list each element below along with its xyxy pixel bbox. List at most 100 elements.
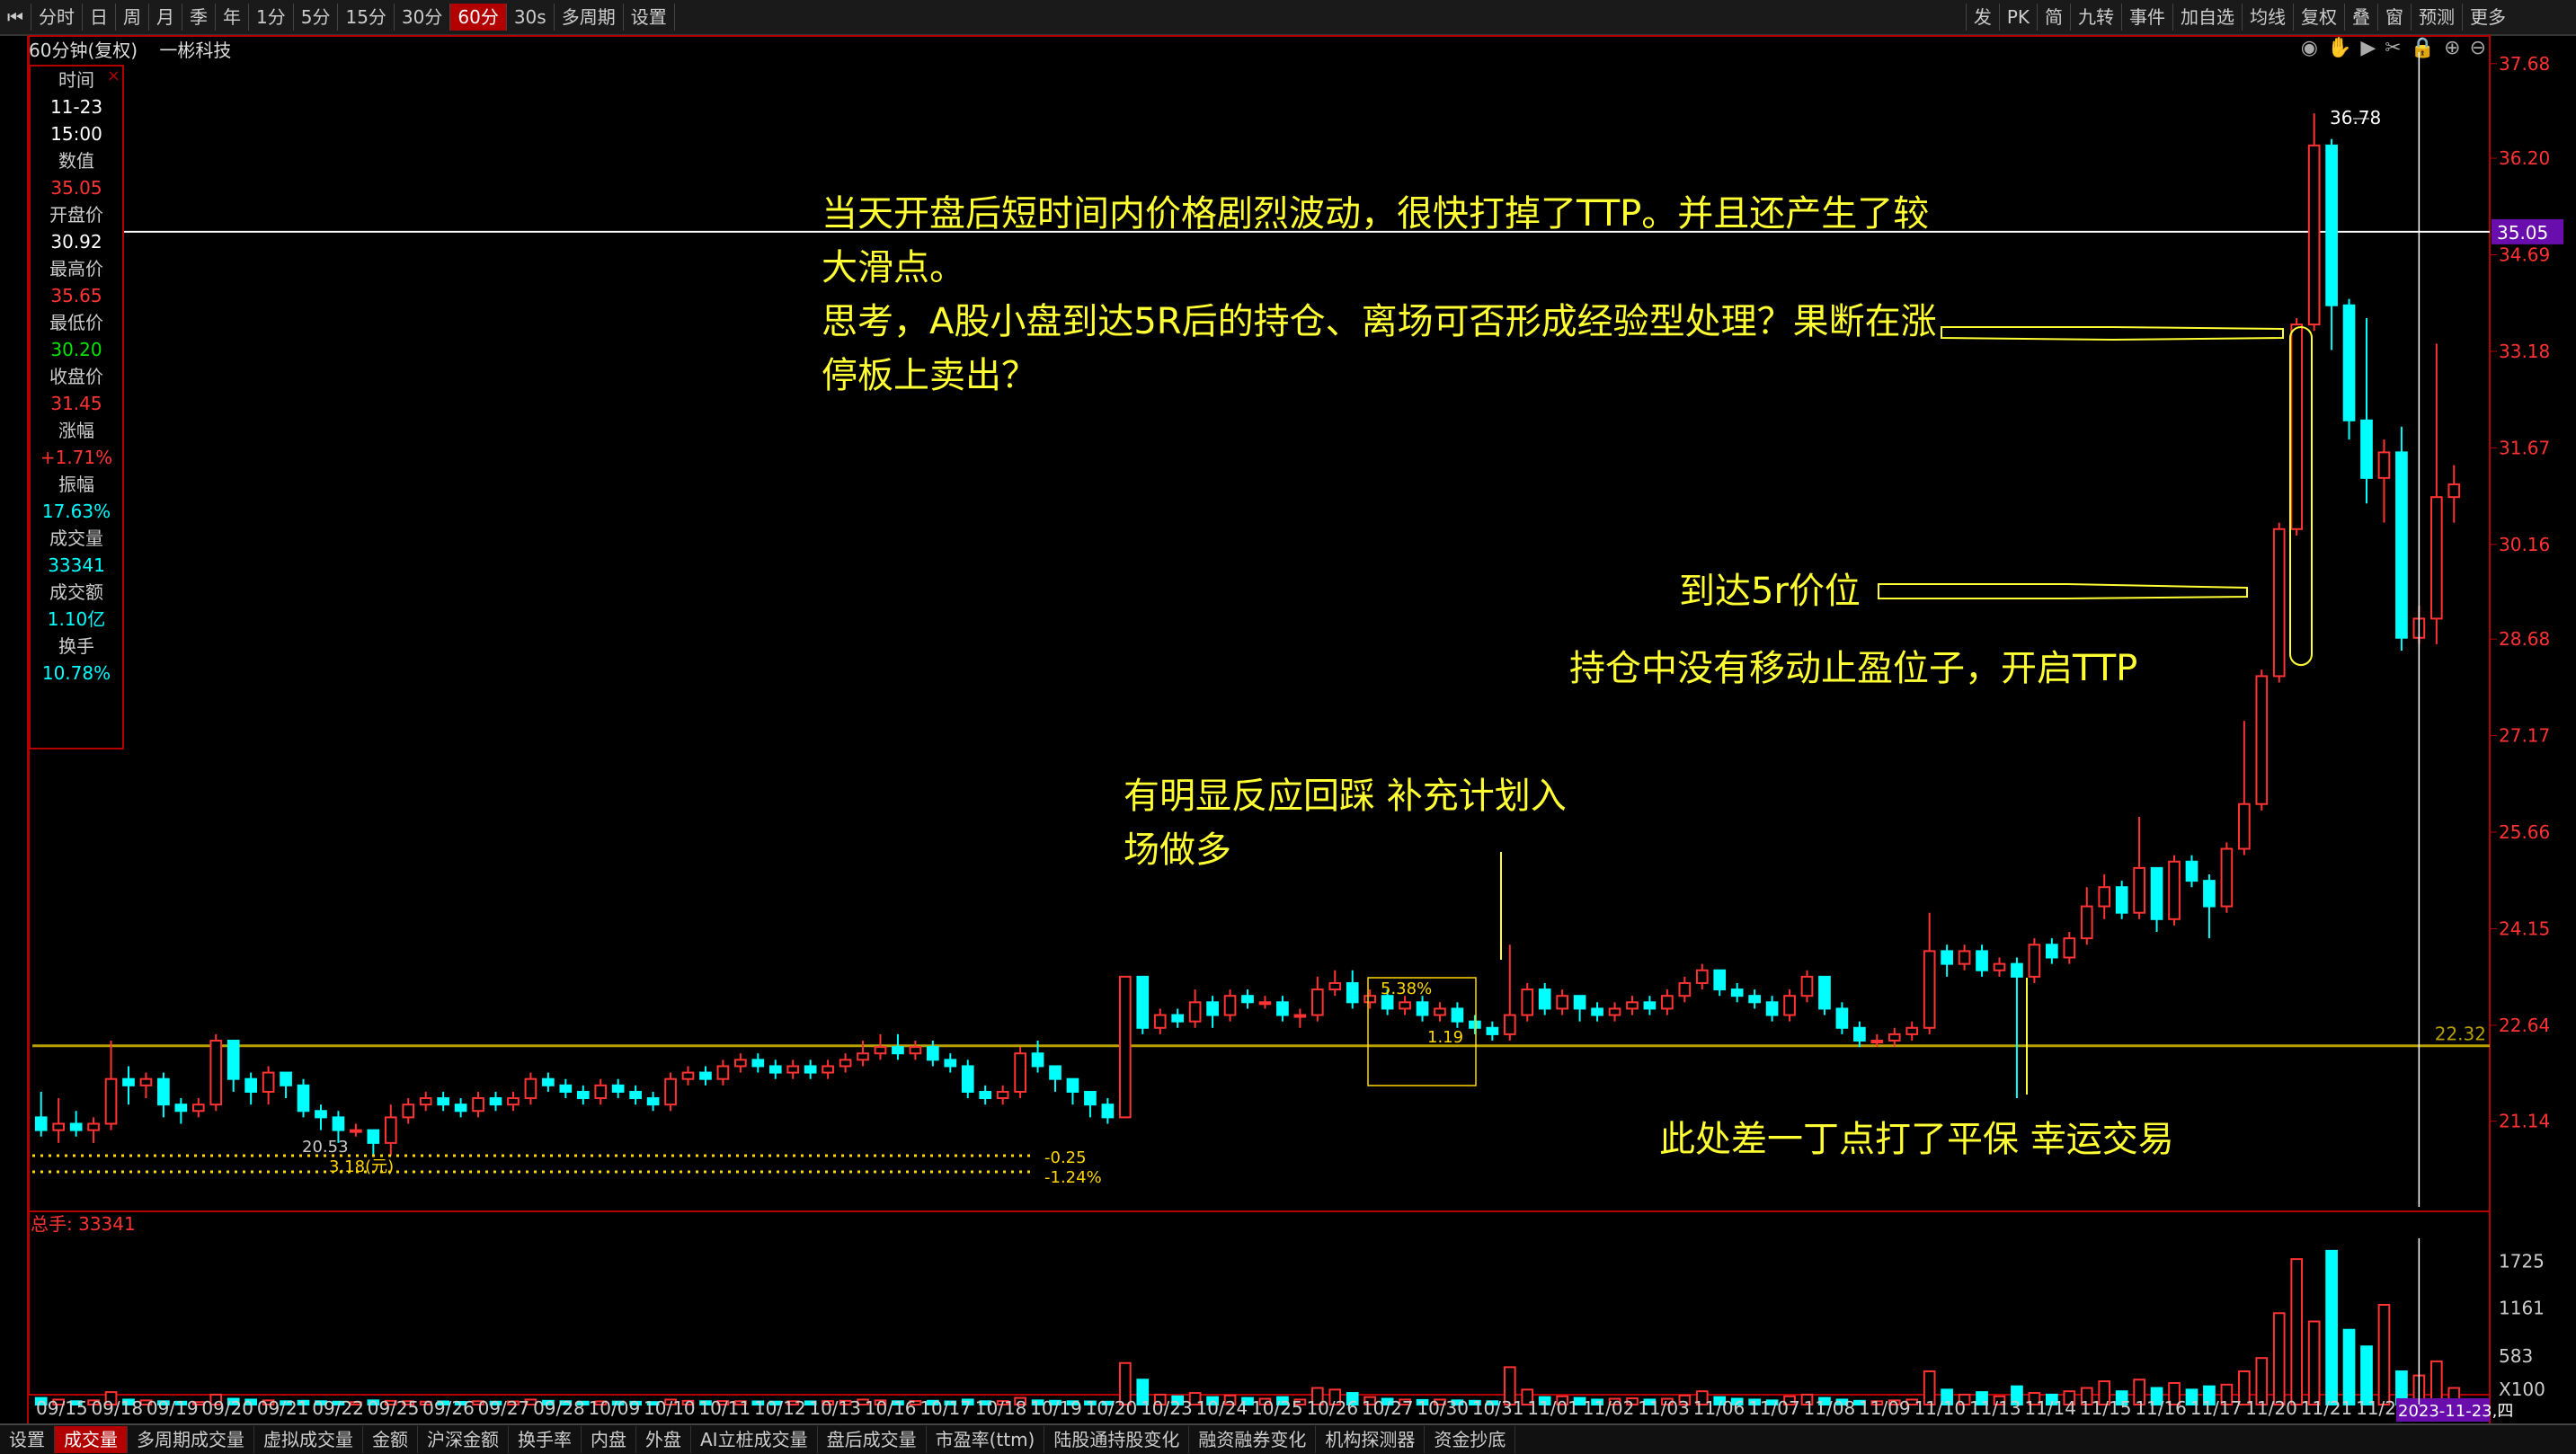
indicator-tab-2[interactable]: 多周期成交量 [128, 1426, 254, 1453]
volume-bar-91 [1626, 1397, 1639, 1405]
volume-bar-20 [384, 1399, 397, 1406]
zoom-out-icon[interactable]: ⊖ [2469, 37, 2486, 59]
eye-icon[interactable]: ◉ [2300, 37, 2318, 59]
candle-body-88 [1573, 995, 1586, 1010]
toolbar-right-item-2[interactable]: 简 [2037, 4, 2070, 31]
period-tab-0[interactable]: 分时 [31, 4, 83, 31]
stock-name: 一彬科技 [159, 40, 232, 61]
toolbar-right-item-11[interactable]: 更多 [2462, 4, 2513, 31]
indicator-tab-1[interactable]: 成交量 [55, 1426, 128, 1453]
toolbar-right-item-7[interactable]: 复权 [2293, 4, 2344, 31]
date-label-5: 09/22 [312, 1397, 364, 1419]
indicator-tab-3[interactable]: 虚拟成交量 [254, 1426, 363, 1453]
candle-body-26 [489, 1097, 502, 1106]
candle-body-124 [2203, 880, 2216, 908]
indicator-tab-9[interactable]: AI立桩成交量 [691, 1426, 818, 1453]
period-tab-2[interactable]: 周 [116, 4, 149, 31]
candle-body-104 [1853, 1026, 1866, 1042]
indicator-tab-5[interactable]: 沪深金额 [418, 1426, 509, 1453]
volume-bar-44 [804, 1400, 817, 1405]
change-label-1: -0.25 [1044, 1148, 1087, 1167]
toolbar-right-item-3[interactable]: 九转 [2070, 4, 2121, 31]
period-tab-1[interactable]: 日 [83, 4, 116, 31]
toolbar-right-item-4[interactable]: 事件 [2121, 4, 2172, 31]
volume-bar-89 [1591, 1398, 1603, 1405]
scissors-icon[interactable]: ✂ [2385, 37, 2402, 59]
indicator-tab-11[interactable]: 市盈率(ttm) [927, 1426, 1045, 1453]
kline-chart[interactable]: 37.68 36.20 34.69 33.18 31.67 30.16 28.68 27.17… [0, 34, 2576, 1423]
volume-bar-4 [104, 1391, 118, 1405]
period-tab-6[interactable]: 1分 [249, 4, 294, 31]
info-label-2: 数值 [58, 150, 94, 172]
play-icon[interactable]: ▶ [2360, 37, 2376, 59]
info-value-8: 17.63% [41, 501, 111, 522]
toolbar-right-item-8[interactable]: 叠 [2344, 4, 2377, 31]
close-icon[interactable]: × [106, 66, 120, 85]
toolbar-right-item-9[interactable]: 窗 [2377, 4, 2411, 31]
indicator-tab-7[interactable]: 内盘 [582, 1426, 636, 1453]
volume-bar-59 [1066, 1400, 1079, 1406]
period-tab-13[interactable]: 设置 [624, 4, 675, 31]
info-label-7: 涨幅 [58, 420, 94, 441]
indicator-tab-15[interactable]: 资金抄底 [1425, 1426, 1516, 1453]
indicator-tab-0[interactable]: 设置 [0, 1426, 55, 1453]
candle-body-115 [2046, 944, 2058, 959]
volume-bar-81 [1451, 1399, 1464, 1405]
candle-body-131 [2325, 144, 2338, 306]
indicator-tab-12[interactable]: 陆股通持股变化 [1044, 1426, 1190, 1453]
volume-bar-7 [157, 1400, 170, 1406]
period-tab-9[interactable]: 30分 [395, 4, 451, 31]
price-tick-1: 36.20 [2499, 147, 2550, 169]
candle-body-83 [1486, 1026, 1499, 1035]
volume-bar-93 [1661, 1397, 1674, 1406]
candle-body-120 [2133, 866, 2145, 914]
indicator-tab-10[interactable]: 盘后成交量 [818, 1426, 927, 1453]
toolbar-right-item-10[interactable]: 预测 [2411, 4, 2462, 31]
info-value-6: 31.45 [50, 393, 102, 414]
indicator-tab-6[interactable]: 换手率 [509, 1426, 582, 1453]
period-tab-5[interactable]: 年 [216, 4, 249, 31]
indicator-tabs: 设置 成交量 多周期成交量 虚拟成交量 金额 沪深金额 换手率 内盘 外盘 AI立桩成交量 盘后成交… [0, 1423, 2576, 1454]
volume-bar-124 [2203, 1385, 2216, 1406]
indicator-tab-4[interactable]: 金额 [363, 1426, 418, 1453]
volume-bar-113 [2011, 1385, 2023, 1406]
period-tab-10[interactable]: 60分 [450, 4, 507, 31]
volume-bar-115 [2046, 1393, 2058, 1406]
hand-icon[interactable]: ✋ [2326, 37, 2352, 59]
volume-bar-39 [716, 1400, 730, 1405]
volume-bar-123 [2185, 1388, 2198, 1405]
indicator-tab-8[interactable]: 外盘 [636, 1426, 691, 1453]
candle-body-71 [1276, 1001, 1289, 1016]
indicator-tab-14[interactable]: 机构探测器 [1316, 1426, 1426, 1453]
candle-body-20 [384, 1116, 397, 1144]
candle-body-66 [1188, 1001, 1202, 1023]
volume-bar-50 [909, 1400, 922, 1405]
date-label-9: 09/28 [533, 1397, 585, 1419]
candle-body-27 [507, 1097, 520, 1106]
lock-icon[interactable]: 🔒 [2410, 37, 2436, 59]
volume-bar-72 [1293, 1398, 1307, 1405]
volume-bar-132 [2342, 1328, 2356, 1405]
period-tab-11[interactable]: 30s [507, 4, 555, 31]
volume-bar-73 [1310, 1387, 1324, 1405]
toolbar-right-item-1[interactable]: PK [1998, 4, 2037, 31]
back-icon[interactable]: ⏮ [0, 4, 31, 31]
candle-body-9 [191, 1104, 205, 1113]
period-tab-12[interactable]: 多周期 [555, 4, 624, 31]
indicator-tab-13[interactable]: 融资融券变化 [1189, 1426, 1317, 1453]
period-tab-3[interactable]: 月 [149, 4, 182, 31]
volume-bar-25 [472, 1400, 484, 1406]
toolbar-right-item-5[interactable]: 加自选 [2172, 4, 2242, 31]
date-label-0: 09/15 [36, 1397, 88, 1419]
period-tab-7[interactable]: 5分 [294, 4, 339, 31]
toolbar-right-item-0[interactable]: 发 [1965, 4, 1999, 31]
toolbar-right-item-6[interactable]: 均线 [2242, 4, 2293, 31]
volume-bar-95 [1695, 1390, 1709, 1405]
period-tab-4[interactable]: 季 [182, 4, 216, 31]
info-value-3: 30.92 [50, 231, 102, 253]
period-tab-8[interactable]: 15分 [338, 4, 395, 31]
volume-bar-43 [786, 1400, 800, 1406]
zoom-in-icon[interactable]: ⊕ [2444, 37, 2461, 59]
candle-body-61 [1101, 1104, 1115, 1119]
volume-bar-100 [1783, 1395, 1796, 1405]
